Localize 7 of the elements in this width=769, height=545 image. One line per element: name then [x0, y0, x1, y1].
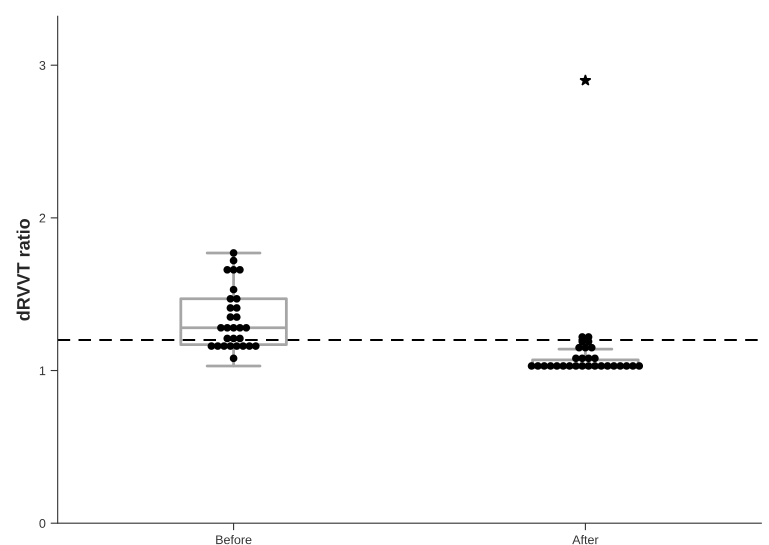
- y-tick-label: 3: [39, 61, 46, 70]
- y-tick-label: 1: [40, 366, 46, 376]
- y-tick-label: 0: [39, 519, 46, 528]
- x-tick-label: After: [572, 535, 598, 544]
- x-tick-label: Before: [216, 535, 252, 544]
- y-tick-label: 2: [40, 214, 46, 222]
- y-axis-title: dRVVT ratio: [16, 218, 30, 321]
